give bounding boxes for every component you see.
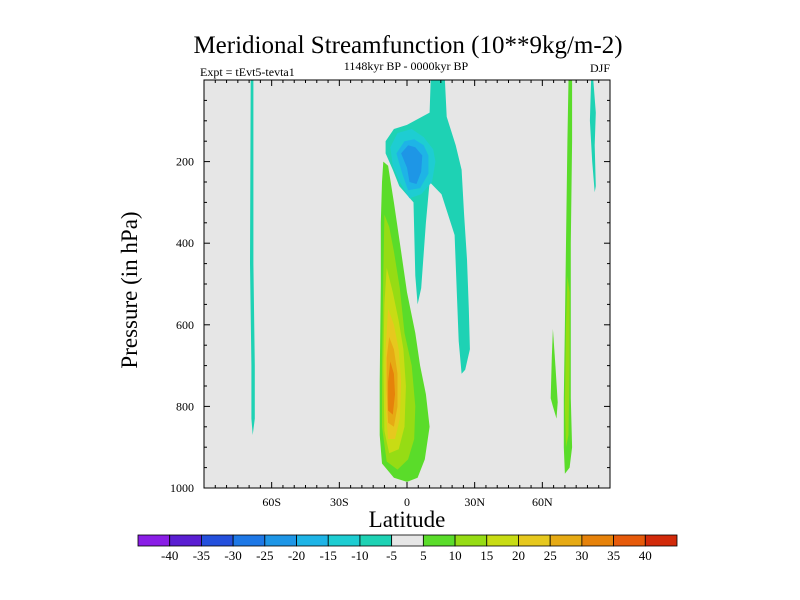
tropical-positive-cell-core	[388, 361, 395, 415]
colorbar-swatch	[296, 534, 329, 547]
chart-title: Meridional Streamfunction (10**9kg/m-2)	[193, 32, 622, 59]
colorbar-swatch	[137, 534, 171, 547]
upper-negative-cell-core	[401, 145, 423, 184]
x-tick-label: 30N	[464, 495, 485, 509]
colorbar-labels: -40 -35 -30 -25 -20 -15 -10 -5 5 10 15 20 25 30 35 40	[161, 548, 652, 563]
colorbar-swatch	[422, 534, 456, 547]
colorbar-swatch	[549, 534, 583, 547]
colorbar-label: -25	[256, 548, 273, 563]
x-axis: 60S 30S 0 30N 60N	[203, 80, 611, 509]
colorbar-label: 35	[607, 548, 620, 563]
colorbar-label: -10	[351, 548, 368, 563]
colorbar-label: -15	[320, 548, 337, 563]
colorbar-swatch	[581, 534, 614, 547]
colorbar-swatch	[644, 534, 678, 547]
y-tick-label: 800	[176, 399, 194, 413]
y-axis-label: Pressure (in hPa)	[117, 211, 142, 368]
colorbar-label: 30	[575, 548, 588, 563]
colorbar-label: -5	[386, 548, 397, 563]
time-range-label: 1148kyr BP - 0000kyr BP	[344, 59, 469, 73]
colorbar-swatch	[232, 534, 266, 547]
colorbar-label: 20	[512, 548, 525, 563]
northern-polar-positive-strip	[589, 80, 596, 193]
colorbar-label: 40	[639, 548, 652, 563]
colorbar-label: 25	[544, 548, 557, 563]
colorbar-swatch	[454, 534, 488, 547]
northern-small-positive-blob	[550, 328, 558, 419]
y-tick-label: 1000	[170, 481, 194, 495]
experiment-label: Expt = tEvt5-tevta1	[200, 65, 295, 79]
x-tick-label: 0	[404, 495, 410, 509]
colorbar-label: 5	[420, 548, 427, 563]
southern-thin-positive-strip	[250, 80, 255, 435]
colorbar-label: -40	[161, 548, 178, 563]
x-tick-label: 30S	[330, 495, 349, 509]
colorbar-swatch	[327, 534, 361, 547]
colorbar-swatch	[169, 534, 202, 547]
x-tick-label: 60N	[532, 495, 553, 509]
colorbar-swatch	[518, 534, 551, 547]
colorbar-swatch	[201, 534, 234, 547]
colorbar-swatch	[391, 534, 424, 547]
colorbar-label: -30	[224, 548, 241, 563]
colorbar-label: -35	[193, 548, 210, 563]
contour-fills	[250, 80, 596, 482]
season-label: DJF	[590, 61, 610, 75]
y-tick-label: 200	[176, 155, 194, 169]
colorbar-swatch	[613, 534, 646, 547]
colorbar-label: 15	[480, 548, 493, 563]
colorbar-swatch	[359, 534, 393, 547]
y-tick-label: 600	[176, 318, 194, 332]
y-axis: 200 400 600 800 1000	[170, 79, 610, 495]
colorbar-swatch	[486, 534, 519, 547]
colorbar	[137, 534, 678, 547]
northern-positive-strip-inner	[564, 275, 570, 448]
colorbar-label: -20	[288, 548, 305, 563]
colorbar-label: 10	[449, 548, 462, 563]
y-tick-label: 400	[176, 236, 194, 250]
colorbar-swatch	[264, 534, 297, 547]
x-axis-label: Latitude	[369, 507, 446, 532]
x-tick-label: 60S	[262, 495, 281, 509]
